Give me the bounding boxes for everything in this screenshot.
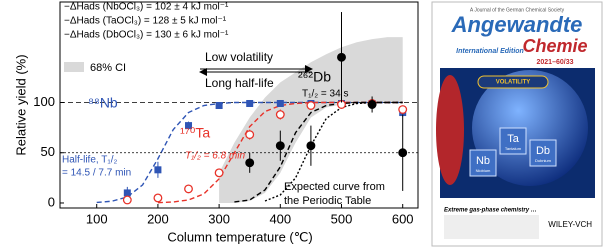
cover-issue: 2021–60/33 — [537, 59, 574, 66]
data-point — [154, 194, 162, 202]
data-point — [338, 53, 346, 61]
figure: 100 200 300 400 500 600 0 50 100 −ΔHads (NbOCl₃)… — [0, 0, 608, 250]
data-point — [216, 102, 223, 109]
half-life: T₁/₂ = 6.8 min — [185, 151, 245, 162]
cover-title: Chemie — [522, 36, 587, 56]
series-label: ¹⁷⁰Ta — [180, 125, 210, 141]
half-life: T₁/₂ = 34 s — [302, 89, 348, 100]
x-tick-label: 300 — [208, 211, 230, 226]
y-axis-label: Relative yield (%) — [13, 54, 28, 155]
data-point — [215, 169, 223, 177]
data-point — [246, 159, 254, 167]
x-tick-label: 600 — [392, 211, 414, 226]
data-point — [246, 131, 254, 139]
element-name: Niobium — [476, 168, 491, 173]
data-point — [277, 142, 285, 150]
cover-art — [436, 75, 464, 185]
cover-text-block — [444, 215, 539, 239]
data-point — [246, 100, 253, 107]
data-point — [368, 101, 376, 109]
x-tick-label: 500 — [331, 211, 353, 226]
cover-edition: International Edition — [456, 48, 524, 55]
x-tick-label: 100 — [86, 211, 108, 226]
arrow-label: Long half-life — [205, 76, 274, 90]
arrow-label: Low volatility — [205, 50, 273, 64]
cover-banner-text: VOLATILITY — [496, 80, 531, 86]
enthalpy: −ΔHads (DbOCl₃) = 130 ± 6 kJ mol⁻¹ — [64, 30, 229, 41]
data-point — [399, 106, 407, 114]
y-tick-label: 0 — [48, 194, 55, 209]
data-point — [307, 142, 315, 150]
half-life: = 14.5 / 7.7 min — [62, 168, 131, 179]
series-label: ⁸⁸Nb — [88, 95, 118, 111]
data-point — [307, 102, 315, 110]
y-tick-label: 100 — [33, 94, 55, 109]
x-tick-label: 200 — [147, 211, 169, 226]
x-axis-label: Column temperature (℃) — [167, 229, 312, 244]
x-tick-label: 400 — [269, 211, 291, 226]
data-point — [277, 100, 284, 107]
half-life: Half-life, T₁/₂ — [62, 155, 118, 166]
cover-caption: Extreme gas-phase chemistry … — [444, 208, 537, 214]
element-symbol: Ta — [507, 133, 520, 145]
element-name: Tantalum — [505, 146, 522, 151]
enthalpy: −ΔHads (TaOCl₃) = 128 ± 5 kJ mol⁻¹ — [64, 16, 227, 27]
enthalpy: −ΔHads (NbOCl₃) = 102 ± 4 kJ mol⁻¹ — [64, 2, 229, 13]
data-point — [185, 185, 193, 193]
data-point — [124, 196, 132, 204]
legend-label: 68% CI — [90, 62, 126, 74]
y-tick-label: 50 — [41, 144, 55, 159]
data-point — [154, 166, 161, 173]
data-point — [277, 111, 285, 119]
element-name: Dubnium — [535, 158, 552, 163]
series-label: ²⁶²Db — [298, 69, 331, 85]
expected-label: the Periodic Table — [284, 195, 371, 207]
cover-publisher: WILEY-VCH — [548, 220, 592, 229]
data-point — [124, 189, 131, 196]
element-symbol: Db — [536, 145, 550, 157]
cover-title: Angewandte — [451, 12, 583, 37]
journal-cover: A Journal of the German Chemical Society… — [432, 2, 602, 246]
page: 100 200 300 400 500 600 0 50 100 −ΔHads (NbOCl₃)… — [0, 0, 608, 250]
legend-swatch — [64, 62, 84, 72]
expected-label: Expected curve from — [284, 181, 385, 193]
data-point — [399, 149, 407, 157]
element-symbol: Nb — [476, 155, 490, 167]
